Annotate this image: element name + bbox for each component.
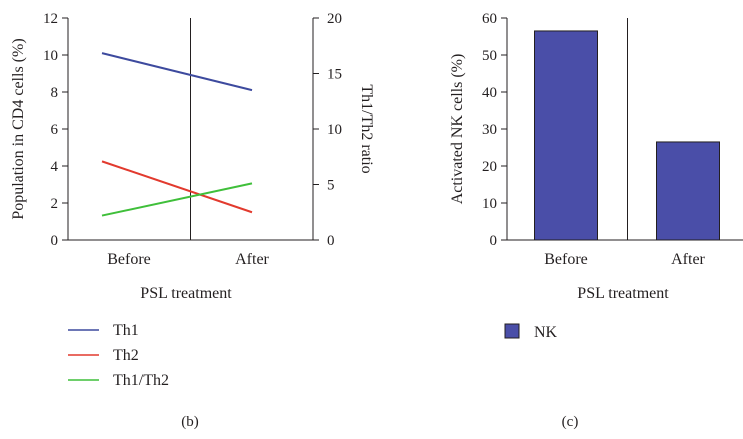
panel-c-y-tick-label: 40 — [482, 85, 497, 101]
panel-c-y-tick-label: 50 — [482, 48, 497, 64]
panel-c-legend-swatch — [504, 323, 520, 339]
panel-b-left-axis: 0 2 4 6 8 10 12 — [43, 11, 69, 249]
panel-c-y-tick-label: 30 — [482, 122, 497, 138]
panel-c-category-label: After — [671, 251, 705, 268]
panel-c-y-axis-label: Activated NK cells (%) — [449, 54, 466, 205]
panel-c-category-ticks: Before After — [544, 251, 705, 268]
panel-b-left-tick-label: 6 — [51, 122, 59, 138]
panel-c-y-tick-label: 60 — [482, 11, 497, 27]
panel-c-category-label: Before — [544, 251, 588, 268]
panel-b-series-line — [101, 182, 253, 217]
panel-c-legend: NK — [504, 323, 558, 341]
panel-c-bar — [534, 30, 598, 241]
panel-b-category-ticks: Before After — [107, 251, 269, 268]
panel-b-left-tick-label: 8 — [51, 85, 59, 101]
panel-b-right-tick-label: 20 — [327, 11, 342, 27]
panel-b-left-tick-label: 0 — [51, 233, 59, 249]
panel-c-y-axis: 0 10 20 30 40 50 60 — [482, 11, 508, 249]
panel-b-legend: Th1 Th2 Th1/Th2 — [68, 322, 169, 389]
panel-c-y-tick-label: 0 — [490, 233, 498, 249]
panel-b-category-label: After — [235, 251, 269, 268]
panel-c-legend-label: NK — [534, 324, 558, 341]
panel-b-series-lines — [101, 52, 253, 217]
panel-b-right-tick-label: 0 — [327, 233, 335, 249]
panel-b-series-line — [101, 160, 253, 214]
panel-c-x-axis-label: PSL treatment — [577, 285, 669, 302]
panel-b-legend-label: Th1 — [113, 322, 139, 339]
panel-c-label: (c) — [562, 414, 579, 430]
panel-b-label: (b) — [181, 414, 199, 430]
panel-b-left-tick-label: 10 — [43, 48, 58, 64]
panel-b-right-ticks: 0 5 10 15 20 — [313, 11, 342, 249]
panel-c-y-ticks: 0 10 20 30 40 50 60 — [482, 11, 507, 249]
panel-b-category-label: Before — [107, 251, 151, 268]
panel-c-bars — [534, 30, 720, 241]
panel-b-legend-label: Th2 — [113, 347, 139, 364]
panel-b-left-tick-label: 2 — [51, 196, 59, 212]
panel-b-right-tick-label: 5 — [327, 178, 335, 194]
panel-b-left-tick-label: 4 — [51, 159, 59, 175]
panel-b-y2-axis-label: Th1/Th2 ratio — [358, 84, 375, 173]
panel-b-legend-label: Th1/Th2 — [113, 372, 169, 389]
panel-b-line-chart: 0 2 4 6 8 10 12 0 5 10 15 20 Before After Populatio… — [10, 11, 375, 430]
panel-b-series-line — [101, 52, 253, 92]
panel-b-x-axis-label: PSL treatment — [140, 285, 232, 302]
panel-b-left-tick-label: 12 — [43, 11, 58, 27]
panel-b-right-axis: 0 5 10 15 20 — [312, 11, 342, 249]
panel-b-right-tick-label: 15 — [327, 67, 342, 83]
panel-b-y-axis-label: Population in CD4 cells (%) — [10, 38, 27, 219]
panel-b-right-tick-label: 10 — [327, 122, 342, 138]
panel-c-bar — [656, 141, 720, 241]
panel-c-y-tick-label: 10 — [482, 196, 497, 212]
panel-c-bar-chart: 0 10 20 30 40 50 60 Before After Activated NK c… — [449, 11, 743, 430]
panel-c-y-tick-label: 20 — [482, 159, 497, 175]
panel-b-left-ticks: 0 2 4 6 8 10 12 — [43, 11, 68, 249]
